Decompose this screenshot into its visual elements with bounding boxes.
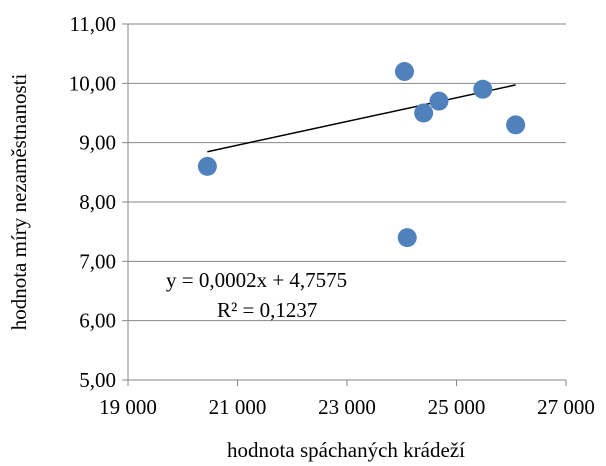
data-point (197, 156, 217, 176)
axes (122, 23, 567, 386)
y-tick-label: 10,00 (69, 71, 116, 95)
y-tick-label: 9,00 (79, 131, 116, 155)
data-point (506, 115, 526, 135)
r-squared-label: R² = 0,1237 (217, 298, 317, 322)
x-tick-label: 23 000 (318, 395, 376, 419)
data-point (473, 79, 493, 99)
trendline-equation: y = 0,0002x + 4,7575 (166, 268, 347, 292)
x-tick-label: 21 000 (209, 395, 267, 419)
data-point (397, 228, 417, 248)
y-axis-title: hodnota míry nezaměstnanosti (7, 74, 31, 331)
y-tick-label: 7,00 (79, 249, 116, 273)
trendline-group (207, 84, 516, 153)
data-points (197, 61, 526, 248)
data-point (414, 103, 434, 123)
y-tick-label: 8,00 (79, 190, 116, 214)
y-tick-label: 5,00 (79, 368, 116, 392)
x-tick-label: 19 000 (99, 395, 157, 419)
y-tick-label: 11,00 (70, 12, 116, 36)
y-tick-label: 6,00 (79, 309, 116, 333)
trendline (207, 84, 516, 153)
x-tick-label: 27 000 (537, 395, 595, 419)
data-point (394, 61, 414, 81)
x-tick-labels: 19 000 21 000 23 000 25 000 27 000 (99, 395, 595, 419)
data-point (429, 91, 449, 111)
x-tick-label: 25 000 (428, 395, 486, 419)
gridlines (128, 23, 566, 322)
x-axis-title: hodnota spáchaných krádeží (227, 438, 465, 462)
y-tick-labels: 5,00 6,00 7,00 8,00 9,00 10,00 11,00 (69, 12, 116, 392)
